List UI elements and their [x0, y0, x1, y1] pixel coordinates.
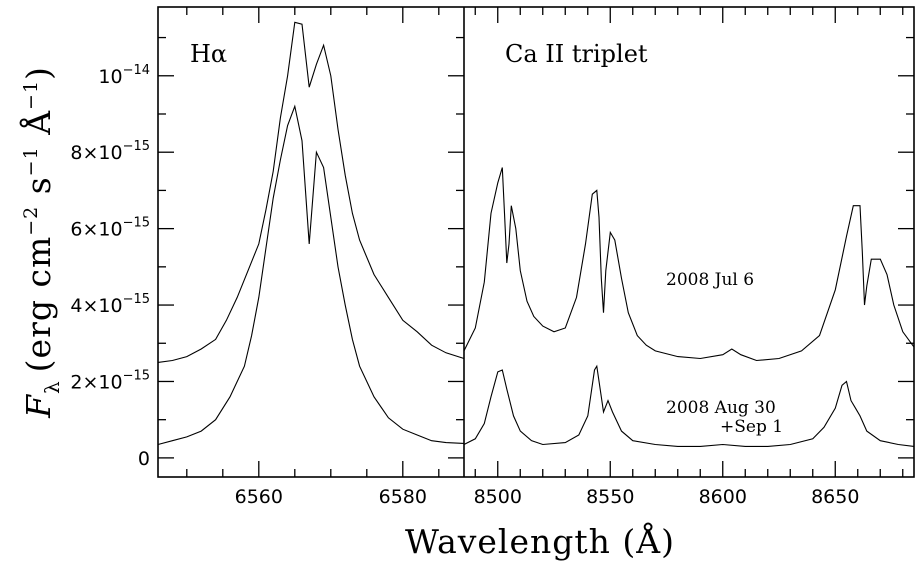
y-tick-exponent: −14 [123, 63, 150, 78]
epoch-label-jul: 2008 Jul 6 [666, 270, 754, 290]
plot-frame [157, 6, 915, 478]
y-tick-exponent: −15 [123, 292, 150, 307]
x-tick-label: 6580 [379, 486, 427, 508]
y-tick-label: 0 [138, 448, 150, 470]
panel-label-ca-triplet: Ca II triplet [505, 40, 648, 68]
y-axis-exp1: −2 [20, 206, 42, 236]
y-tick-mantissa: 2×10 [70, 371, 122, 393]
y-tick-mantissa: 8×10 [70, 142, 122, 164]
y-tick-label: 2×10−15 [70, 368, 150, 393]
x-tick-label: 8650 [811, 486, 859, 508]
spectrum-line-halpha-jul [157, 21, 465, 363]
y-tick-mantissa: 4×10 [70, 295, 122, 317]
y-tick-label: 4×10−15 [70, 292, 150, 317]
y-axis-sub: λ [40, 380, 64, 394]
spectrum-line-caii-aug [463, 364, 915, 447]
y-axis-close: ) [19, 66, 58, 80]
x-tick-label: 6560 [235, 486, 283, 508]
y-axis-f: F [19, 394, 58, 419]
y-axis-title: Fλ(erg cm−2 s−1 Å−1) [18, 66, 64, 419]
x-tick-label: 8600 [699, 486, 747, 508]
y-axis-exp2: −1 [20, 146, 42, 176]
panel-label-halpha: Hα [190, 40, 227, 68]
y-tick-mantissa: 10 [98, 66, 122, 88]
y-tick-exponent: −15 [123, 368, 150, 383]
y-tick-label: 8×10−15 [70, 139, 150, 164]
x-tick-label: 8550 [586, 486, 634, 508]
y-tick-mantissa: 0 [138, 448, 150, 470]
x-tick-labels: 6560 6580 8500 8550 8600 8650 [235, 486, 860, 508]
y-axis-mid2: Å [18, 110, 58, 146]
y-tick-mantissa: 6×10 [70, 219, 122, 241]
y-axis-text: (erg cm [19, 236, 58, 373]
spectrum-line-caii-jul [463, 167, 915, 362]
epoch-label-sep: +Sep 1 [720, 417, 783, 437]
y-tick-exponent: −15 [123, 216, 150, 231]
y-axis-exp3: −1 [20, 80, 42, 110]
y-tick-label: 6×10−15 [70, 216, 150, 241]
spectra-curves [157, 21, 915, 447]
x-tick-label: 8500 [474, 486, 522, 508]
x-axis-title: Wavelength (Å) [405, 521, 675, 561]
y-tick-label: 10−14 [98, 63, 150, 88]
axis-ticks [158, 7, 914, 477]
epoch-label-aug: 2008 Aug 30 [666, 398, 776, 418]
y-tick-exponent: −15 [123, 139, 150, 154]
y-axis-mid: s [19, 176, 58, 205]
spectrum-line-halpha-aug [157, 104, 465, 446]
